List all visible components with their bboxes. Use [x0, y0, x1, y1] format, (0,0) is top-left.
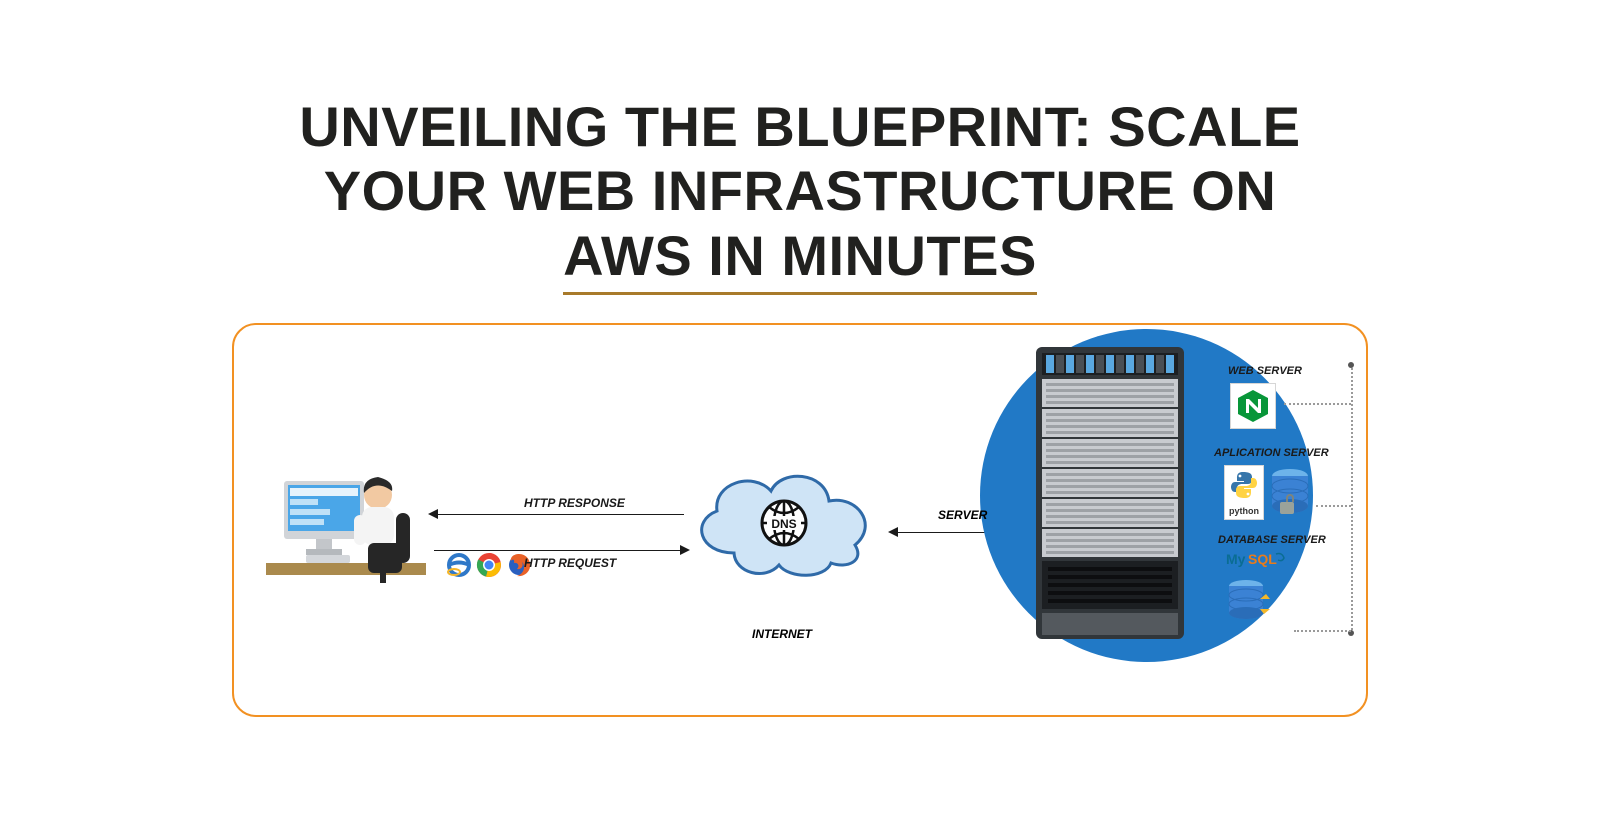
internet-cloud-icon: DNS	[679, 453, 889, 583]
internet-label: INTERNET	[752, 627, 812, 641]
http-request-label: HTTP REQUEST	[524, 556, 616, 570]
nginx-icon	[1230, 383, 1276, 429]
mysql-icon: My SQL	[1226, 550, 1362, 577]
server-label: SERVER	[938, 508, 987, 522]
title-line-1: UNVEILING THE BLUEPRINT: SCALE	[0, 95, 1600, 159]
page-title: UNVEILING THE BLUEPRINT: SCALE YOUR WEB …	[0, 0, 1600, 295]
tier-connector-line	[1351, 365, 1353, 633]
dotted-app-line	[1316, 505, 1351, 507]
http-request-arrow	[434, 550, 684, 551]
database-icon	[1226, 579, 1276, 623]
chrome-icon	[476, 552, 502, 578]
architecture-diagram: HTTP RESPONSE HTTP REQUEST DNS INTERNET …	[232, 323, 1368, 717]
cloud-server-arrow	[894, 532, 994, 533]
arrowhead-left2-icon	[888, 527, 898, 537]
browser-icons-row	[446, 552, 532, 578]
user-at-computer-icon	[266, 455, 426, 585]
svg-text:SQL: SQL	[1248, 551, 1277, 567]
arrowhead-left-icon	[428, 509, 438, 519]
python-icon: python	[1224, 465, 1264, 520]
svg-text:My: My	[1226, 551, 1246, 567]
http-response-arrow	[434, 514, 684, 515]
web-server-label: WEB SERVER	[1228, 365, 1362, 377]
dotted-db-line	[1294, 630, 1351, 632]
application-server-label: APLICATION SERVER	[1214, 447, 1362, 459]
python-label: python	[1228, 506, 1260, 516]
title-line-3: AWS IN MINUTES	[563, 224, 1037, 295]
dotted-web-line	[1284, 403, 1351, 405]
title-line-2: YOUR WEB INFRASTRUCTURE ON	[0, 159, 1600, 223]
database-server-label: DATABASE SERVER	[1218, 534, 1362, 546]
http-response-label: HTTP RESPONSE	[524, 496, 625, 510]
dns-label: DNS	[771, 517, 796, 531]
ie-icon	[446, 552, 472, 578]
app-db-icon	[1268, 468, 1312, 518]
server-rack-icon	[1030, 343, 1190, 643]
